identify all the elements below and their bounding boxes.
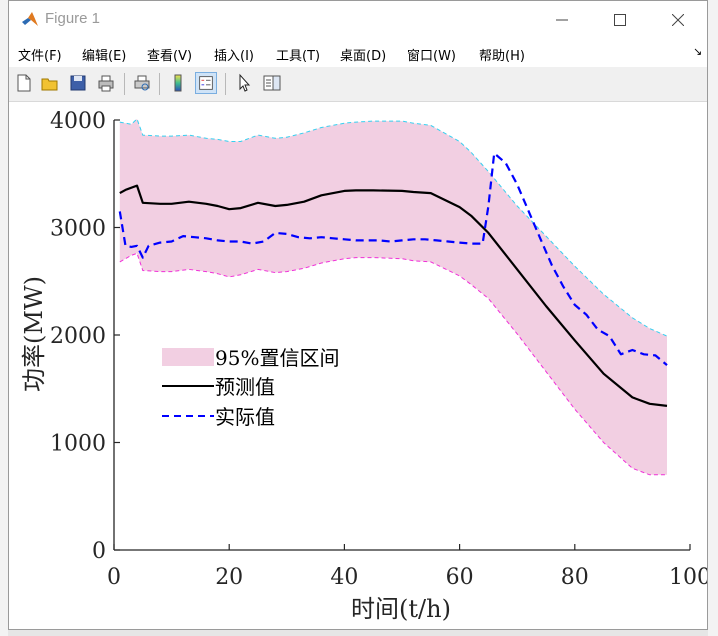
legend-swatch-band xyxy=(162,348,214,366)
confidence-band-lower-edge xyxy=(119,252,667,476)
x-tick-label: 80 xyxy=(561,565,589,590)
menu-bar: 文件(F) 编辑(E) 查看(V) 插入(I) 工具(T) 桌面(D) 窗口(W… xyxy=(9,39,707,67)
pointer-icon[interactable] xyxy=(233,72,255,94)
background-left-strip xyxy=(0,0,8,636)
toolbar-separator xyxy=(225,73,226,95)
x-axis-label: 时间(t/h) xyxy=(351,595,451,623)
minimize-icon xyxy=(556,19,568,21)
menu-window[interactable]: 窗口(W) xyxy=(407,49,456,64)
y-tick-label: 3000 xyxy=(50,217,106,242)
open-file-icon[interactable] xyxy=(39,72,61,94)
x-tick-label: 0 xyxy=(107,565,121,590)
y-tick-label: 1000 xyxy=(50,432,106,457)
menu-view[interactable]: 查看(V) xyxy=(147,49,193,64)
y-axis-label: 功率(MW) xyxy=(20,276,48,392)
menu-overflow-icon[interactable]: ↘ xyxy=(693,45,703,58)
menu-desktop[interactable]: 桌面(D) xyxy=(340,49,387,64)
x-tick-label: 40 xyxy=(330,565,358,590)
legend-icon[interactable] xyxy=(195,72,217,94)
new-figure-icon[interactable] xyxy=(13,72,35,94)
y-tick-label: 4000 xyxy=(50,109,106,134)
close-button[interactable] xyxy=(655,1,701,39)
y-tick-label: 0 xyxy=(92,539,106,564)
menu-insert[interactable]: 插入(I) xyxy=(214,49,254,64)
figure-window: Figure 1 文件(F) 编辑(E) 查看(V) 插入(I) 工具(T) 桌… xyxy=(8,0,711,630)
x-tick-label: 100 xyxy=(669,565,707,590)
figure-toolbar xyxy=(9,67,707,102)
legend-label-forecast: 预测值 xyxy=(215,375,275,399)
plot-pane: 0 20 40 60 80 100 0 1000 2000 3000 4000 时间(t/h) 功率… xyxy=(9,102,711,629)
menu-tools[interactable]: 工具(T) xyxy=(276,49,321,64)
save-icon[interactable] xyxy=(67,72,89,94)
property-editor-icon[interactable] xyxy=(261,72,283,94)
title-bar: Figure 1 xyxy=(9,1,707,39)
legend-label-actual: 实际值 xyxy=(215,405,275,429)
matlab-logo-icon xyxy=(22,12,38,26)
close-icon xyxy=(672,14,684,26)
maximize-button[interactable] xyxy=(597,1,643,39)
toolbar-separator xyxy=(124,73,125,95)
x-tick-label: 60 xyxy=(446,565,474,590)
toolbar-separator xyxy=(159,73,160,95)
window-title: Figure 1 xyxy=(45,10,101,27)
menu-file[interactable]: 文件(F) xyxy=(18,49,62,64)
print-preview-icon[interactable] xyxy=(131,72,153,94)
background-right-strip xyxy=(708,0,718,636)
series-line-actual xyxy=(118,152,668,366)
menu-edit[interactable]: 编辑(E) xyxy=(82,49,127,64)
x-tick-label: 20 xyxy=(215,565,243,590)
menu-help[interactable]: 帮助(H) xyxy=(479,49,525,64)
print-icon[interactable] xyxy=(95,72,117,94)
colorbar-icon[interactable] xyxy=(167,72,189,94)
legend: 95%置信区间 预测值 实际值 xyxy=(162,346,339,429)
series-line-forecast xyxy=(119,184,668,407)
confidence-band-upper-edge xyxy=(119,118,668,337)
maximize-icon xyxy=(614,14,626,26)
legend-label-band: 95%置信区间 xyxy=(215,346,339,370)
confidence-band-area xyxy=(119,118,668,475)
minimize-button[interactable] xyxy=(539,1,585,39)
y-tick-label: 2000 xyxy=(50,324,106,349)
